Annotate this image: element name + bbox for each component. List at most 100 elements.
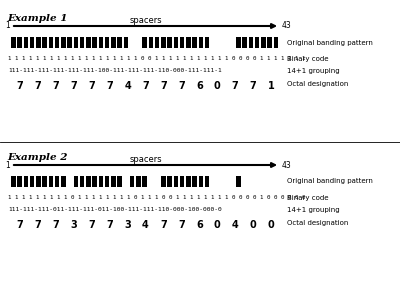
Bar: [74, 37, 78, 48]
Bar: [130, 176, 134, 187]
Bar: [117, 37, 122, 48]
Bar: [192, 176, 197, 187]
Bar: [274, 37, 278, 48]
Bar: [30, 37, 34, 48]
Text: 7: 7: [88, 220, 95, 230]
Text: 14+1 grouping: 14+1 grouping: [287, 68, 340, 74]
Bar: [17, 37, 22, 48]
Bar: [255, 37, 260, 48]
Text: 1: 1: [5, 160, 10, 170]
Text: 111-111-111-111-111-111-100-111-111-111-110-000-111-111-1: 111-111-111-111-111-111-100-111-111-111-…: [8, 68, 222, 73]
Bar: [136, 176, 141, 187]
Text: 0: 0: [214, 81, 221, 91]
Bar: [48, 37, 53, 48]
Bar: [124, 37, 128, 48]
Bar: [86, 37, 90, 48]
Bar: [36, 176, 40, 187]
Bar: [80, 37, 84, 48]
Bar: [142, 37, 147, 48]
Bar: [268, 37, 272, 48]
Text: 3: 3: [124, 220, 131, 230]
Text: 4: 4: [232, 220, 238, 230]
Text: 3: 3: [70, 220, 77, 230]
Text: 43: 43: [282, 160, 292, 170]
Text: 7: 7: [142, 81, 149, 91]
Text: 1 1 1 1 1 1 1 1 1 0 1 1 1 1 1 1 1 1 0 1 1 1 0 0 1 1 1 1 1 1 1 1 0 0 0 0 1 0 0 0 : 1 1 1 1 1 1 1 1 1 0 1 1 1 1 1 1 1 1 0 1 …: [8, 195, 306, 200]
Text: 43: 43: [282, 22, 292, 31]
Bar: [167, 176, 172, 187]
Bar: [161, 176, 166, 187]
Text: 7: 7: [52, 81, 59, 91]
Bar: [174, 176, 178, 187]
Bar: [186, 176, 191, 187]
Text: 7: 7: [106, 81, 113, 91]
Text: 7: 7: [16, 81, 23, 91]
Bar: [180, 37, 184, 48]
Bar: [111, 37, 116, 48]
Text: 7: 7: [160, 220, 167, 230]
Text: 4: 4: [142, 220, 149, 230]
Bar: [105, 37, 109, 48]
Text: 6: 6: [196, 220, 203, 230]
Bar: [42, 176, 47, 187]
Bar: [142, 176, 147, 187]
Bar: [92, 176, 97, 187]
Bar: [30, 176, 34, 187]
Bar: [180, 176, 184, 187]
Text: 7: 7: [250, 81, 256, 91]
Text: Octal designation: Octal designation: [287, 220, 348, 226]
Text: Example 1: Example 1: [7, 14, 68, 23]
Bar: [199, 176, 203, 187]
Text: 7: 7: [34, 220, 41, 230]
Bar: [155, 37, 159, 48]
Text: 7: 7: [178, 81, 185, 91]
Text: Original banding pattern: Original banding pattern: [287, 179, 373, 185]
Bar: [98, 176, 103, 187]
Bar: [24, 176, 28, 187]
Text: 14+1 grouping: 14+1 grouping: [287, 207, 340, 213]
Bar: [242, 37, 247, 48]
Text: 1: 1: [268, 81, 274, 91]
Bar: [205, 37, 210, 48]
Text: spacers: spacers: [129, 16, 162, 25]
Text: spacers: spacers: [129, 155, 162, 164]
Bar: [149, 37, 153, 48]
Text: 0: 0: [250, 220, 256, 230]
Text: 7: 7: [232, 81, 238, 91]
Bar: [174, 37, 178, 48]
Text: Original banding pattern: Original banding pattern: [287, 40, 373, 46]
Text: 4: 4: [124, 81, 131, 91]
Bar: [61, 176, 66, 187]
Bar: [55, 176, 59, 187]
Bar: [61, 37, 66, 48]
Bar: [117, 176, 122, 187]
Text: 7: 7: [52, 220, 59, 230]
Text: Binary code: Binary code: [287, 56, 328, 62]
Text: 6: 6: [196, 81, 203, 91]
Bar: [167, 37, 172, 48]
Text: 7: 7: [88, 81, 95, 91]
Bar: [92, 37, 97, 48]
Bar: [261, 37, 266, 48]
Text: 111-111-111-011-111-111-011-100-111-111-110-000-100-000-0: 111-111-111-011-111-111-011-100-111-111-…: [8, 207, 222, 212]
Bar: [192, 37, 197, 48]
Text: 7: 7: [178, 220, 185, 230]
Text: 7: 7: [16, 220, 23, 230]
Text: 7: 7: [106, 220, 113, 230]
Bar: [236, 37, 241, 48]
Bar: [67, 37, 72, 48]
Bar: [11, 176, 16, 187]
Text: 0: 0: [214, 220, 221, 230]
Bar: [105, 176, 109, 187]
Bar: [48, 176, 53, 187]
Bar: [80, 176, 84, 187]
Bar: [36, 37, 40, 48]
Bar: [24, 37, 28, 48]
Bar: [205, 176, 210, 187]
Text: 1: 1: [5, 22, 10, 31]
Bar: [86, 176, 90, 187]
Bar: [42, 37, 47, 48]
Text: 0: 0: [268, 220, 274, 230]
Bar: [17, 176, 22, 187]
Bar: [111, 176, 116, 187]
